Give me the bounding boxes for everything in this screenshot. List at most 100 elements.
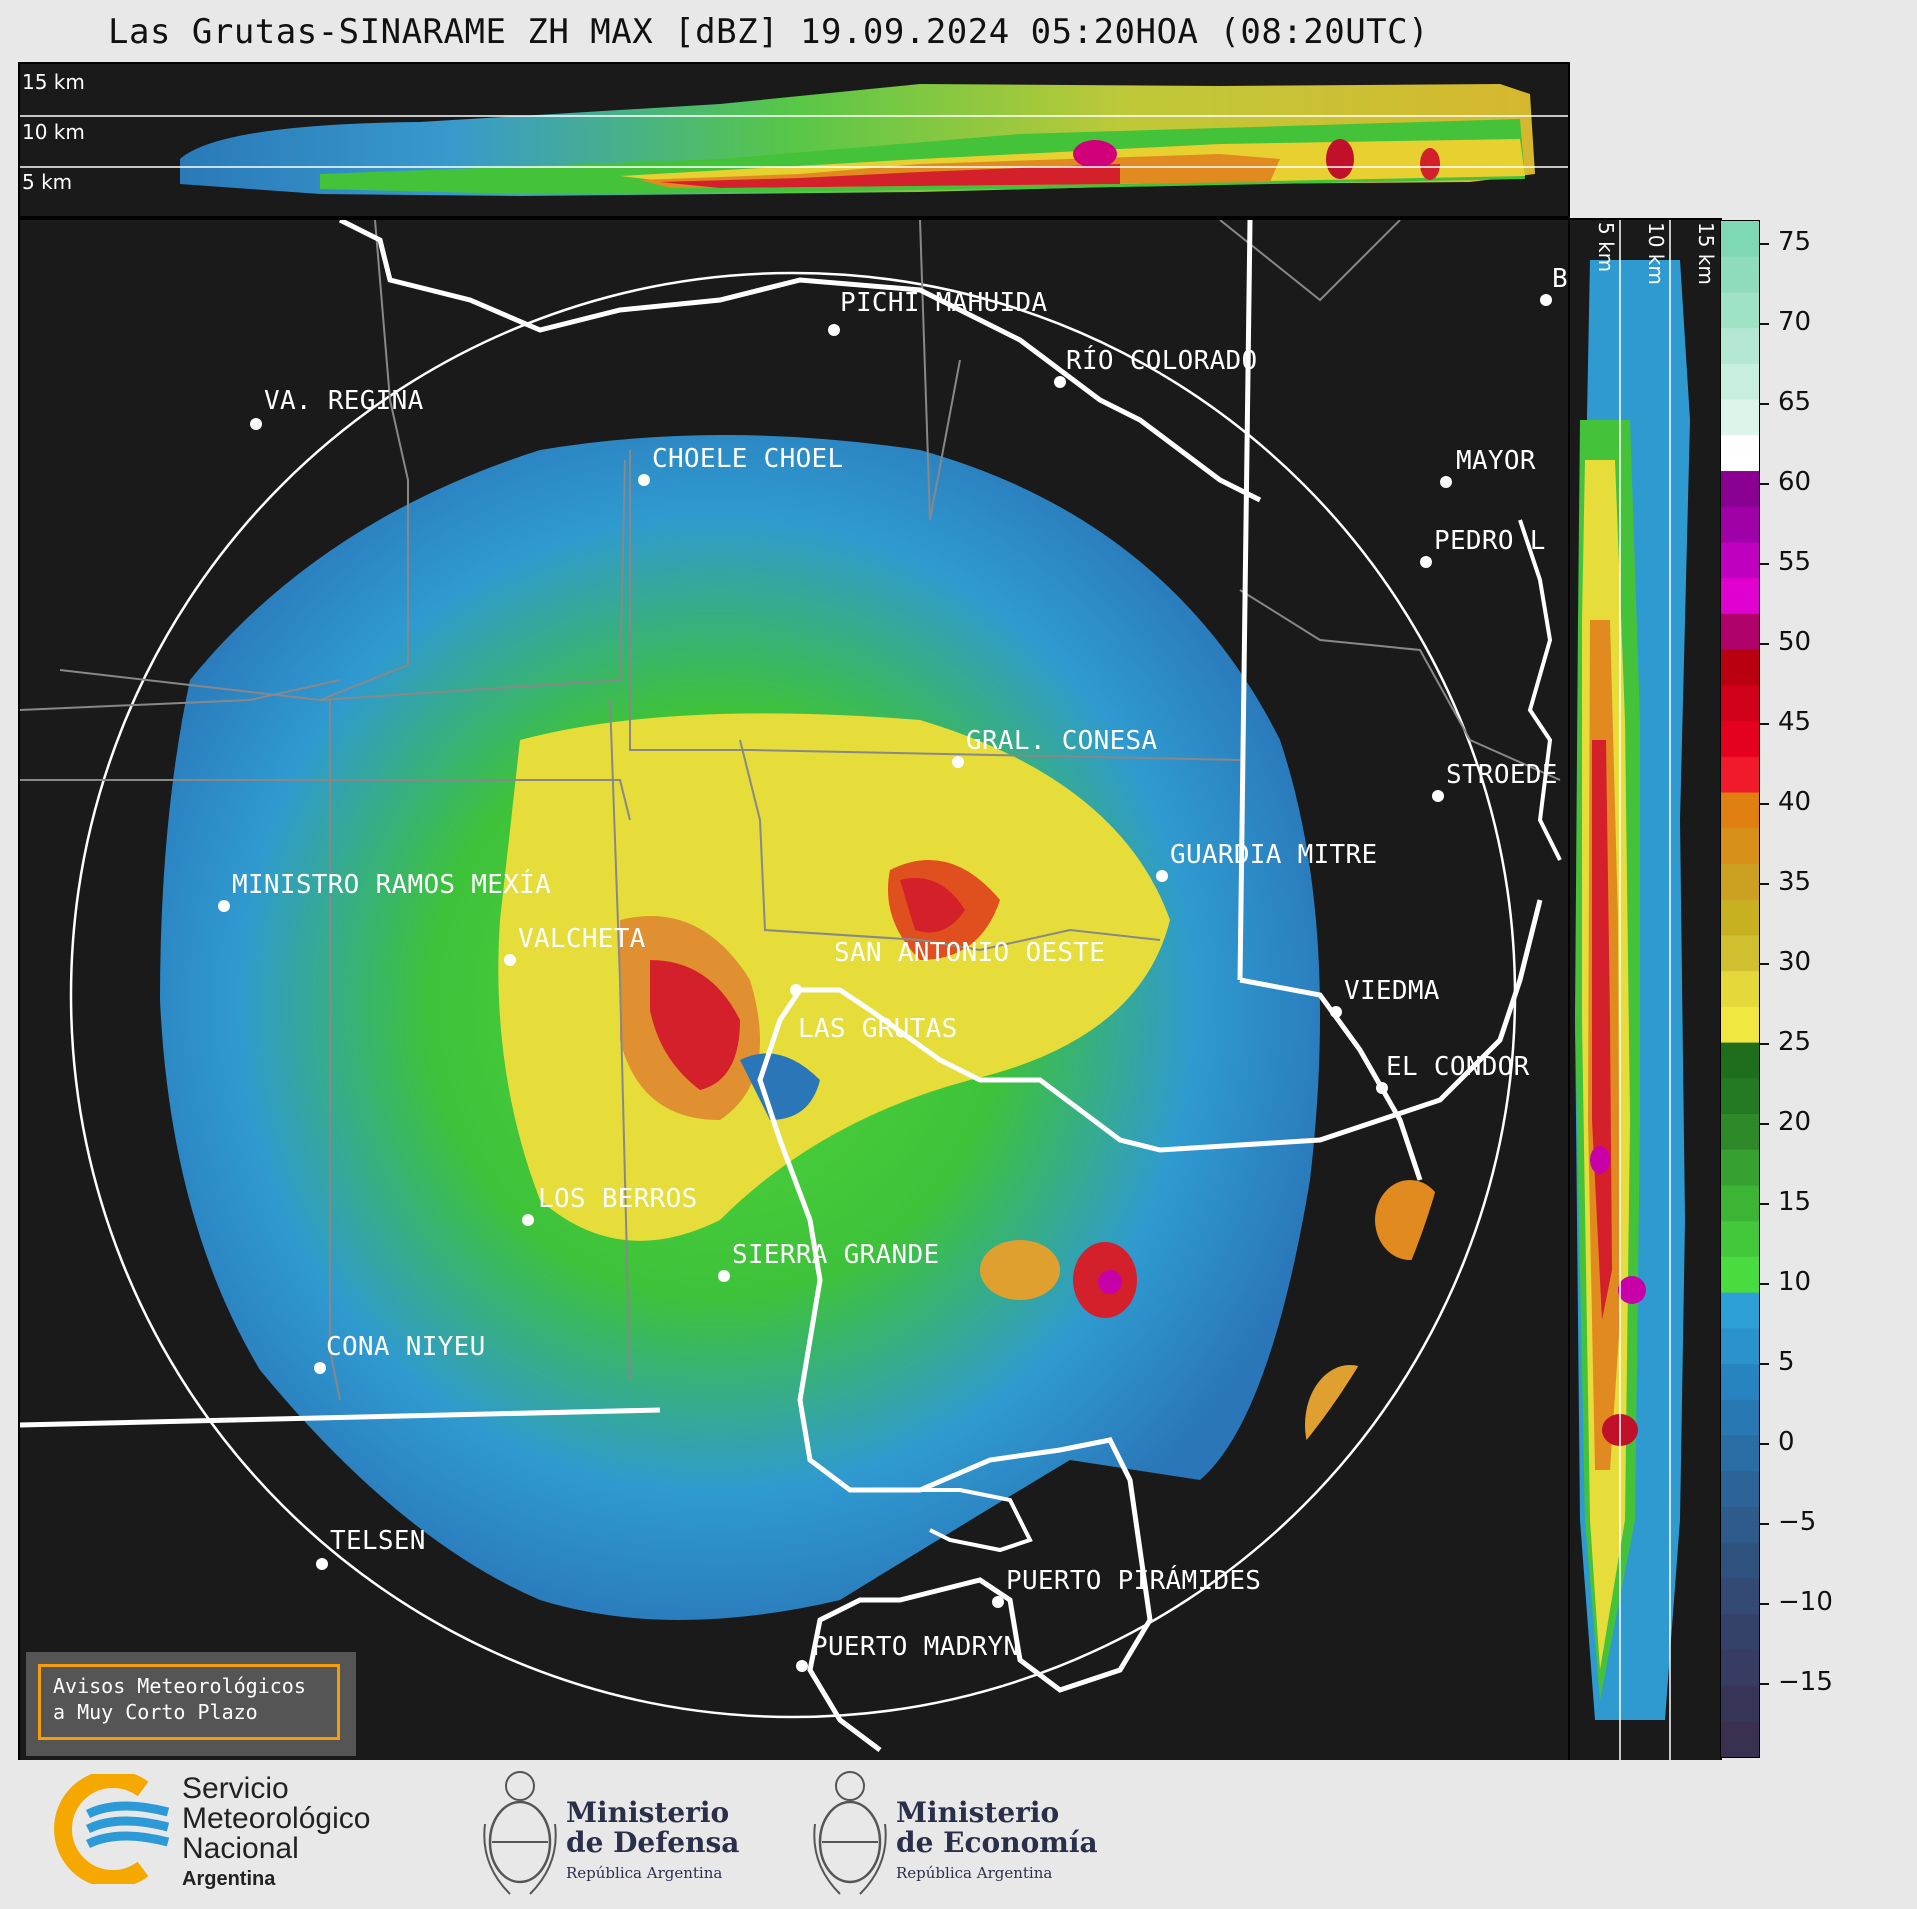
place-dot <box>796 1660 808 1672</box>
place-dot <box>1420 556 1432 568</box>
defensa-line-1: Ministerio <box>566 1796 730 1829</box>
place-label: PUERTO PIRÁMIDES <box>1006 1566 1262 1596</box>
colorbar-swatch <box>1721 1185 1759 1222</box>
footer: Servicio Meteorológico Nacional Argentin… <box>0 1760 1917 1909</box>
colorbar-swatch <box>1721 1471 1759 1508</box>
colorbar-tick-label: 40 <box>1778 787 1812 817</box>
colorbar-tick <box>1759 1203 1769 1205</box>
place-dot <box>992 1596 1004 1608</box>
colorbar-tick-label: 50 <box>1778 627 1812 657</box>
colorbar-tick <box>1759 1683 1769 1685</box>
colorbar-swatch <box>1721 1292 1759 1329</box>
place-label: MAYOR <box>1456 446 1536 476</box>
economia-line-2: de Economía <box>896 1826 1098 1859</box>
colorbar-tick-label: 5 <box>1778 1347 1795 1377</box>
place-dot <box>1432 790 1444 802</box>
colorbar-tick-label: 30 <box>1778 947 1812 977</box>
place-dot <box>250 418 262 430</box>
smn-wordmark: Servicio Meteorológico Nacional Argentin… <box>182 1774 370 1894</box>
colorbar-swatch <box>1721 1614 1759 1651</box>
colorbar-tick-label: 75 <box>1778 227 1812 257</box>
colorbar-tick <box>1759 963 1769 965</box>
place-dot <box>1330 1006 1342 1018</box>
colorbar-tick-label: −5 <box>1778 1507 1817 1537</box>
colorbar-tick <box>1759 1363 1769 1365</box>
alt-label-15km: 15 km <box>22 70 85 94</box>
place-dot <box>1054 376 1066 388</box>
colorbar-swatch <box>1721 863 1759 901</box>
colorbar-swatch <box>1721 363 1759 401</box>
colorbar-tick-label: 55 <box>1778 547 1812 577</box>
economia-sub: República Argentina <box>896 1864 1053 1882</box>
defensa-sub: República Argentina <box>566 1864 723 1882</box>
place-dot <box>952 756 964 768</box>
colorbar-swatch <box>1721 256 1759 294</box>
colorbar <box>1720 220 1760 1758</box>
place-dot <box>316 1558 328 1570</box>
colorbar-swatch <box>1721 435 1759 472</box>
colorbar-swatch <box>1721 828 1759 865</box>
coat-of-arms-icon <box>483 1771 557 1895</box>
alt-label-15km-v: 15 km <box>1694 222 1718 285</box>
coat-of-arms-icon <box>813 1771 887 1895</box>
place-dot <box>718 1270 730 1282</box>
colorbar-tick <box>1759 803 1769 805</box>
place-dot <box>790 984 802 996</box>
alt-label-10km-v: 10 km <box>1644 222 1668 285</box>
alt-label-10km: 10 km <box>22 120 85 144</box>
place-label: VALCHETA <box>518 924 646 954</box>
notice-line-2: a Muy Corto Plazo <box>53 1700 258 1724</box>
colorbar-swatch <box>1721 1649 1759 1687</box>
colorbar-tick-label: 70 <box>1778 307 1812 337</box>
colorbar-swatch <box>1721 1042 1759 1079</box>
place-label: EL CONDOR <box>1386 1052 1530 1082</box>
place-label: PUERTO MADRYN <box>812 1632 1020 1662</box>
place-label: CONA NIYEU <box>326 1332 486 1362</box>
place-dot <box>1376 1082 1388 1094</box>
colorbar-swatch <box>1721 578 1759 615</box>
colorbar-tick-label: 20 <box>1778 1107 1812 1137</box>
colorbar-tick <box>1759 243 1769 245</box>
place-dot <box>522 1214 534 1226</box>
colorbar-tick-label: 15 <box>1778 1187 1812 1217</box>
place-dot <box>638 474 650 486</box>
colorbar-swatch <box>1721 1114 1759 1151</box>
colorbar-swatch <box>1721 1435 1759 1472</box>
defensa-line-2: de Defensa <box>566 1826 740 1859</box>
colorbar-swatch <box>1721 542 1759 579</box>
colorbar-swatches <box>1721 221 1759 1758</box>
colorbar-swatch <box>1721 1256 1759 1294</box>
colorbar-tick-label: −10 <box>1778 1587 1833 1617</box>
place-label: TELSEN <box>330 1526 426 1556</box>
smn-line-1: Servicio <box>182 1772 289 1805</box>
page-title: Las Grutas-SINARAME ZH MAX [dBZ] 19.09.2… <box>108 12 1430 52</box>
colorbar-swatch <box>1721 399 1759 436</box>
place-label: GRAL. CONESA <box>966 726 1158 756</box>
colorbar-swatch <box>1721 328 1759 365</box>
colorbar-tick <box>1759 723 1769 725</box>
place-label: SIERRA GRANDE <box>732 1240 940 1270</box>
colorbar-swatch <box>1721 1578 1759 1615</box>
smn-line-2: Meteorológico <box>182 1802 371 1835</box>
colorbar-tick <box>1759 1523 1769 1525</box>
colorbar-swatch <box>1721 1721 1759 1758</box>
colorbar-tick-label: 0 <box>1778 1427 1795 1457</box>
place-label: SAN ANTONIO OESTE <box>834 938 1106 968</box>
place-dot <box>314 1362 326 1374</box>
colorbar-swatch <box>1721 649 1759 686</box>
colorbar-swatch <box>1721 899 1759 937</box>
economia-wordmark: Ministerio de Economía República Argenti… <box>896 1798 1098 1888</box>
place-dot <box>1440 476 1452 488</box>
economia-line-1: Ministerio <box>896 1796 1060 1829</box>
colorbar-tick <box>1759 563 1769 565</box>
smn-line-3: Nacional <box>182 1832 299 1865</box>
smn-logo-icon <box>54 1774 170 1884</box>
colorbar-swatch <box>1721 792 1759 829</box>
place-label: STROEDE <box>1446 760 1558 790</box>
colorbar-swatch <box>1721 1542 1759 1579</box>
colorbar-tick <box>1759 643 1769 645</box>
colorbar-tick <box>1759 1043 1769 1045</box>
colorbar-tick <box>1759 1443 1769 1445</box>
colorbar-tick <box>1759 883 1769 885</box>
colorbar-swatch <box>1721 971 1759 1008</box>
